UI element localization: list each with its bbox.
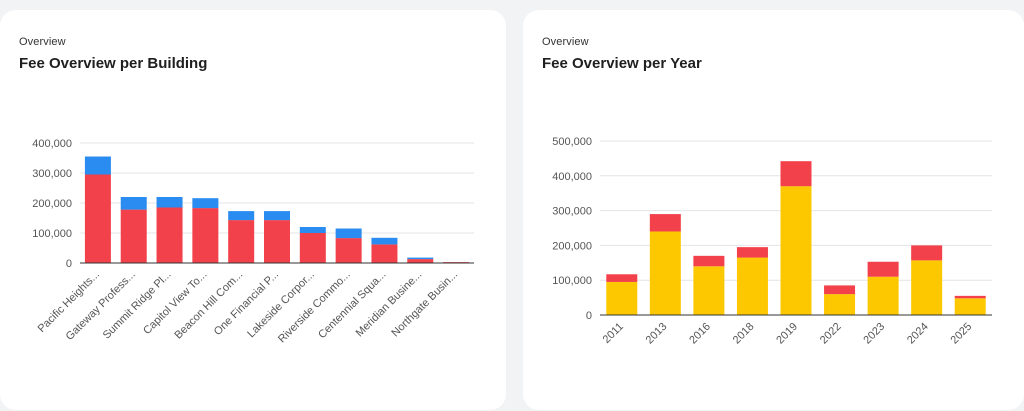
bar-segment[interactable] (780, 186, 812, 315)
bar-segment[interactable] (736, 247, 768, 258)
x-tick-label: Capitol View To... (141, 269, 209, 337)
bar-segment[interactable] (264, 211, 290, 221)
x-tick-label: 2013 (644, 321, 670, 347)
bar-segment[interactable] (120, 197, 147, 210)
x-tick-label: 2019 (774, 321, 800, 347)
x-tick-label: Pacific Heights... (36, 269, 102, 335)
y-tick-label: 100,000 (552, 275, 592, 287)
x-tick-label: 2016 (687, 321, 713, 347)
x-tick-label: One Financial P... (212, 269, 281, 338)
year-fee-chart: 0 100,000 200,000 300,000 400,000 500,000 2011… (552, 136, 992, 347)
bar-segment[interactable] (299, 227, 326, 233)
x-tick-label: Summit Ridge Pl... (101, 269, 174, 342)
bar-segment[interactable] (228, 211, 255, 221)
bar-segment[interactable] (156, 197, 183, 208)
bar-segment[interactable] (954, 295, 986, 299)
bar-segment[interactable] (606, 281, 638, 315)
y-tick-label: 300,000 (32, 168, 72, 180)
bar-segment[interactable] (228, 220, 255, 263)
bar-segment[interactable] (911, 260, 943, 315)
y-tick-label: 500,000 (552, 136, 592, 148)
y-tick-label: 0 (66, 258, 72, 270)
bar-segment[interactable] (335, 228, 362, 239)
x-tick-label: 2025 (949, 321, 975, 347)
x-tick-label: 2023 (861, 321, 887, 347)
bar-segment[interactable] (192, 208, 219, 263)
bar-segment[interactable] (693, 255, 725, 267)
bar-segment[interactable] (736, 257, 768, 315)
x-tick-label: 2024 (905, 321, 931, 347)
bar-segment[interactable] (867, 276, 899, 315)
y-tick-label: 400,000 (552, 171, 592, 183)
bar-segment[interactable] (649, 231, 681, 315)
y-tick-label: 200,000 (552, 240, 592, 252)
x-tick-label: Beacon Hill Com... (172, 269, 245, 342)
bar-segment[interactable] (824, 285, 856, 295)
x-tick-label: Meridian Busine... (354, 269, 425, 340)
bar-segment[interactable] (335, 238, 362, 263)
bar-segment[interactable] (84, 156, 111, 175)
y-tick-label: 200,000 (32, 198, 72, 210)
y-tick-label: 400,000 (32, 138, 72, 150)
building-fee-chart: 0 100,000 200,000 300,000 400,000 Pacific Hei… (32, 138, 474, 345)
x-tick-label: Northgate Busin... (389, 269, 460, 340)
bar-segment[interactable] (120, 209, 147, 263)
bar-segment[interactable] (606, 274, 638, 282)
bar-segment[interactable] (780, 161, 812, 187)
y-tick-label: 0 (586, 310, 592, 322)
x-tick-label: 2022 (818, 321, 844, 347)
y-tick-label: 300,000 (552, 206, 592, 218)
bar-segment[interactable] (649, 214, 681, 232)
bar-segment[interactable] (407, 259, 434, 263)
y-tick-label: 100,000 (32, 228, 72, 240)
bar-segment[interactable] (407, 257, 434, 260)
bar-segment[interactable] (84, 174, 111, 264)
year-fee-card: Overview Fee Overview per Year 0 100,000 2… (523, 10, 1024, 410)
bar-segment[interactable] (156, 207, 183, 264)
x-tick-label: Centennial Squa... (316, 269, 388, 341)
bar-segment[interactable] (911, 245, 943, 261)
x-tick-label: Lakeside Corpor... (245, 269, 317, 341)
x-tick-label: 2011 (601, 321, 626, 346)
bar-segment[interactable] (299, 233, 326, 263)
card-overline: Overview (19, 36, 66, 48)
bar-segment[interactable] (371, 244, 398, 263)
bar-segment[interactable] (693, 266, 725, 315)
building-fee-card: Overview Fee Overview per Building 0 100,… (0, 10, 506, 410)
x-tick-label: 2018 (731, 321, 757, 347)
bar-segment[interactable] (867, 261, 899, 277)
card-title: Fee Overview per Year (542, 55, 702, 72)
bar-segment[interactable] (824, 294, 856, 315)
card-overline: Overview (542, 36, 589, 48)
bar-segment[interactable] (264, 220, 290, 263)
bar-segment[interactable] (192, 198, 219, 209)
card-title: Fee Overview per Building (19, 55, 208, 72)
bar-segment[interactable] (954, 298, 986, 315)
bar-segment[interactable] (371, 237, 398, 245)
